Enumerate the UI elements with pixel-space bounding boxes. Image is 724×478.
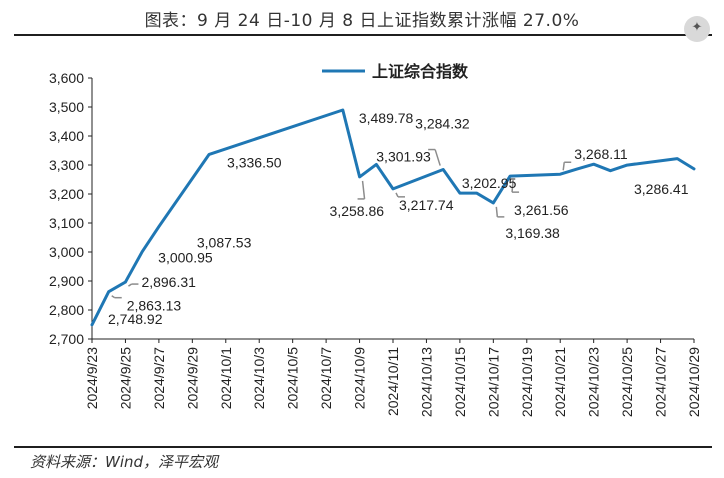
data-label: 2,896.31 bbox=[141, 274, 196, 290]
data-label: 3,336.50 bbox=[227, 154, 282, 170]
data-label: 3,261.56 bbox=[514, 202, 569, 218]
x-tick-label: 2024/10/21 bbox=[552, 347, 568, 417]
y-tick-label: 2,800 bbox=[49, 302, 84, 318]
x-tick-label: 2024/10/17 bbox=[485, 347, 501, 417]
top-rule bbox=[14, 34, 712, 36]
x-tick-label: 2024/10/9 bbox=[352, 347, 368, 409]
x-tick-label: 2024/10/5 bbox=[285, 347, 301, 409]
y-tick-label: 3,200 bbox=[49, 186, 84, 202]
data-label: 3,217.74 bbox=[399, 197, 454, 213]
y-tick-label: 3,300 bbox=[49, 157, 84, 173]
data-label: 3,284.32 bbox=[415, 116, 470, 132]
x-tick-label: 2024/10/7 bbox=[318, 347, 334, 409]
x-tick-label: 2024/10/15 bbox=[452, 347, 468, 417]
x-tick-label: 2024/9/29 bbox=[184, 347, 200, 409]
data-label: 3,258.86 bbox=[330, 203, 385, 219]
y-tick-label: 3,500 bbox=[49, 99, 84, 115]
x-tick-label: 2024/9/23 bbox=[84, 347, 100, 409]
label-leader bbox=[395, 192, 399, 198]
annotation-leaders bbox=[111, 148, 572, 299]
ai-sparkle-icon[interactable]: ✦ bbox=[684, 16, 710, 42]
x-tick-label: 2024/10/19 bbox=[519, 347, 535, 417]
y-tick-label: 2,700 bbox=[49, 331, 84, 347]
x-tick-label: 2024/10/3 bbox=[251, 347, 267, 409]
x-tick-label: 2024/10/13 bbox=[418, 347, 434, 417]
x-tick-label: 2024/10/1 bbox=[218, 347, 234, 409]
y-tick-label: 3,000 bbox=[49, 244, 84, 260]
y-axis: 2,700 2,800 2,900 3,000 3,100 3,200 3,300 3,400… bbox=[49, 70, 93, 347]
x-tick-label: 2024/10/11 bbox=[385, 347, 401, 416]
data-label: 2,748.92 bbox=[108, 311, 163, 327]
x-tick-label: 2024/10/25 bbox=[619, 347, 635, 417]
sparkle-glyph: ✦ bbox=[691, 20, 703, 35]
y-tick-label: 3,100 bbox=[49, 215, 84, 231]
x-tick-label: 2024/10/27 bbox=[653, 347, 669, 417]
data-labels: 2,748.922,863.13 2,896.31 3,000.953,087.53… bbox=[108, 110, 689, 327]
legend: 上证综合指数 bbox=[322, 62, 469, 81]
data-label: 3,301.93 bbox=[376, 148, 431, 164]
series-layer bbox=[90, 108, 696, 327]
x-tick-label: 2024/10/23 bbox=[586, 347, 602, 417]
series-line bbox=[90, 108, 696, 327]
data-label: 3,489.78 bbox=[359, 110, 414, 126]
bottom-rule bbox=[14, 446, 712, 448]
y-tick-label: 3,600 bbox=[49, 70, 84, 86]
label-leader bbox=[434, 149, 441, 166]
legend-label: 上证综合指数 bbox=[372, 62, 469, 81]
label-leader bbox=[128, 283, 132, 287]
y-tick-label: 2,900 bbox=[49, 273, 84, 289]
y-tick-label: 3,400 bbox=[49, 128, 84, 144]
data-label: 3,286.41 bbox=[634, 181, 689, 197]
x-tick-label: 2024/9/25 bbox=[117, 347, 133, 409]
x-tick-label: 2024/9/27 bbox=[151, 347, 167, 409]
label-leader bbox=[511, 180, 514, 193]
data-label: 3,087.53 bbox=[197, 235, 252, 251]
data-label: 3,169.38 bbox=[505, 225, 560, 241]
source-note: 资料来源：Wind，泽平宏观 bbox=[30, 453, 219, 471]
x-tick-label: 2024/10/29 bbox=[686, 347, 702, 417]
x-axis: 2024/9/23 2024/9/25 2024/9/27 2024/9/29 2024… bbox=[84, 338, 702, 417]
data-label: 3,000.95 bbox=[158, 250, 213, 266]
label-leader bbox=[361, 180, 366, 200]
label-leader bbox=[495, 206, 499, 217]
label-leader bbox=[562, 162, 565, 171]
data-label: 2,863.13 bbox=[127, 298, 182, 314]
data-label: 3,202.95 bbox=[462, 175, 517, 191]
data-label: 3,268.11 bbox=[574, 146, 628, 162]
label-leader bbox=[111, 295, 116, 299]
chart-title: 图表：9 月 24 日-10 月 8 日上证指数累计涨幅 27.0% bbox=[144, 11, 580, 31]
